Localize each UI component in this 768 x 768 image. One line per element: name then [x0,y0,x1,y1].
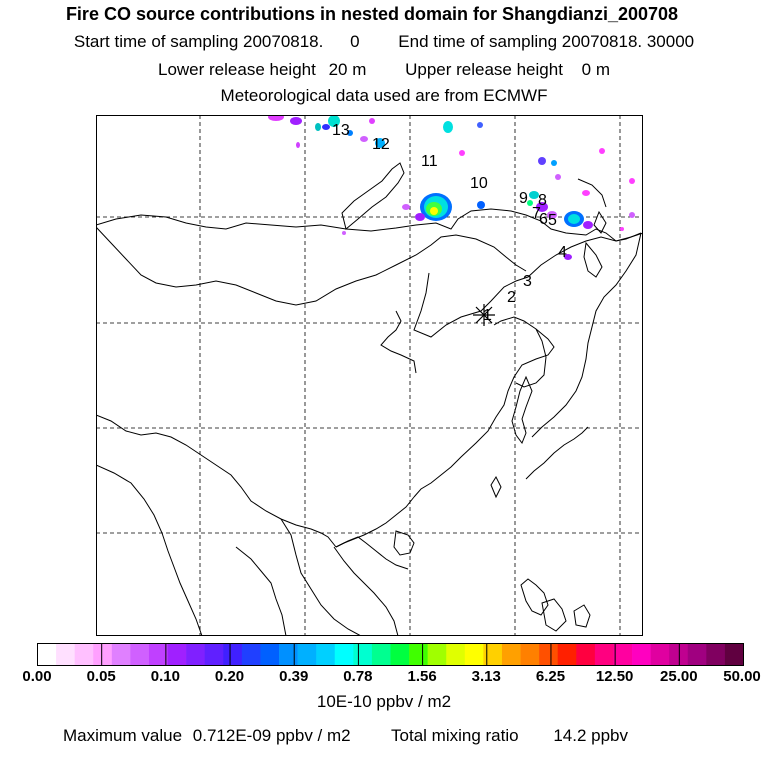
colorbar-swatch [223,643,243,666]
colorbar-swatch [520,643,540,666]
traj-label-2: 2 [507,289,516,306]
asterisk-star-icon [473,304,495,326]
colorbar-tick-label: 12.50 [595,668,634,685]
colorbar-swatch [706,643,726,666]
colorbar-tick-label: 0.10 [150,668,180,685]
colorbar-swatch [724,643,744,666]
colorbar-tick-label: 0.39 [279,668,309,685]
colorbar [37,643,744,666]
colorbar-tick-label: 0.20 [214,668,245,685]
traj-label-5: 5 [548,212,557,229]
colorbar-swatch [111,643,131,666]
colorbar-tick-label: 25.00 [660,668,698,685]
colorbar-swatch [539,643,559,666]
colorbar-swatch [409,643,428,666]
colorbar-swatch [650,643,670,666]
start-time-value: 0 [350,32,360,51]
colorbar-swatch [501,643,521,666]
colorbar-swatch [446,643,466,666]
end-time-label: End time of sampling 20070818. 30000 [398,32,695,51]
total-mixing-value: 14.2 ppbv [553,726,629,745]
traj-label-11: 11 [421,153,438,170]
colorbar-tick-label: 0.78 [343,668,373,685]
colorbar-labels: 0.00 0.05 0.10 0.20 0.39 0.78 1.56 3.13 6.25 12.5… [0,668,768,690]
map-title: Fire CO source contributions in nested d… [65,4,679,24]
colorbar-swatch [594,643,614,666]
colorbar-swatch [74,643,94,666]
colorbar-swatch [130,643,150,666]
colorbar-swatch [167,643,187,666]
colorbar-swatch [353,643,373,666]
lower-height-value: 20 m [328,60,367,79]
colorbar-tick-label: 6.25 [535,668,566,685]
traj-label-9: 9 [519,190,528,207]
colorbar-tick-label: 0.00 [22,668,52,685]
colorbar-swatch [56,643,75,666]
colorbar-unit: 10E-10 ppbv / m2 [316,692,452,711]
colorbar-swatch [687,643,707,666]
colorbar-swatch [334,643,354,666]
upper-height-label: Upper release height [405,60,563,79]
colorbar-swatch [260,643,280,666]
colorbar-tick-label: 0.05 [86,668,116,685]
start-time-label: Start time of sampling 20070818. [73,32,324,51]
max-value: 0.712E-09 ppbv / m2 [192,726,351,745]
map-panel: 1 2 3 4 5 6 7 8 9 10 11 12 13 [96,115,643,636]
sampling-times: Start time of sampling 20070818. 0 End t… [0,32,768,52]
colorbar-tick-label: 50.00 [723,668,761,685]
traj-label-13: 13 [332,122,350,139]
colorbar-swatch [557,643,577,666]
coastlines-borders [96,162,643,636]
total-mixing-label: Total mixing ratio [391,726,519,745]
colorbar-swatch [632,643,651,666]
traj-label-8: 8 [538,192,547,209]
fire-co-plumes [268,115,635,260]
footer-summary: Maximum value 0.712E-09 ppbv / m2 Total … [63,726,628,746]
lower-height-label: Lower release height [158,60,316,79]
traj-label-4: 4 [558,244,567,261]
colorbar-swatch [204,643,224,666]
colorbar-swatch [576,643,596,666]
upper-height-value: 0 m [581,60,610,79]
colorbar-swatch [427,643,447,666]
traj-label-3: 3 [523,273,532,290]
colorbar-swatch [241,643,261,666]
traj-label-10: 10 [470,175,488,192]
traj-label-1: 1 [483,307,492,324]
colorbar-swatch [371,643,391,666]
colorbar-swatch [93,643,113,666]
traj-label-12: 12 [372,136,390,153]
colorbar-swatch [297,643,317,666]
colorbar-swatch [186,643,206,666]
met-data-note: Meteorological data used are from ECMWF [220,86,548,105]
traj-label-7: 7 [532,205,541,222]
colorbar-swatch [390,643,410,666]
colorbar-tick-label: 3.13 [471,668,501,685]
colorbar-swatch [464,643,484,666]
colorbar-swatch [669,643,689,666]
colorbar-swatch [613,643,633,666]
colorbar-swatch [483,643,503,666]
colorbar-tick-label: 1.56 [407,668,437,685]
colorbar-border [37,643,744,666]
colorbar-swatch [279,643,298,666]
colorbar-swatch [316,643,336,666]
colorbar-swatch [37,643,57,666]
max-value-label: Maximum value [63,726,183,745]
lat-lon-grid [96,115,643,636]
release-heights: Lower release height 20 m Upper release … [0,60,768,80]
traj-label-6: 6 [539,211,548,228]
colorbar-swatch [148,643,168,666]
